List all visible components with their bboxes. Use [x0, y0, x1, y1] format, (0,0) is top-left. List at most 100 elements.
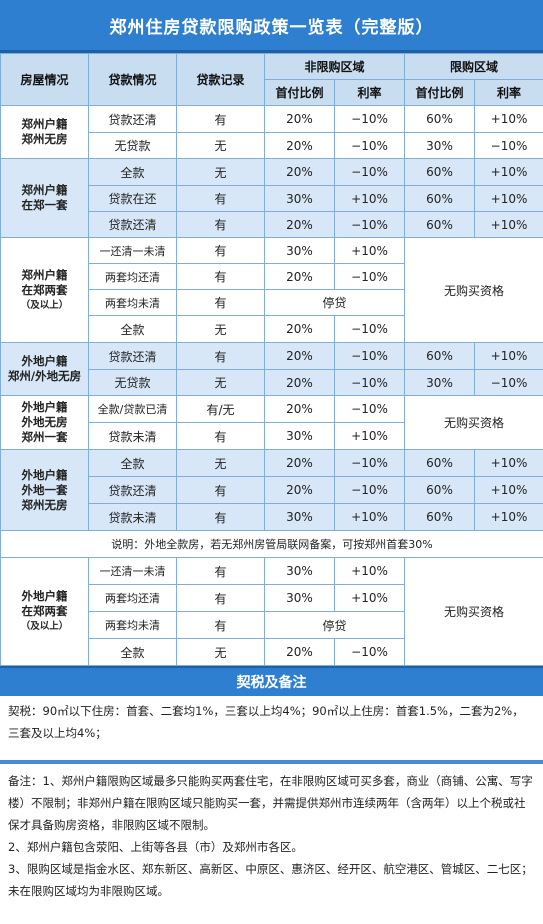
cell-record: 无: [176, 132, 265, 159]
cell-loan: 两套均未清: [88, 611, 177, 639]
cell-down: 30%: [264, 185, 335, 212]
cell-down: 20%: [264, 158, 335, 186]
cell-loan: 无贷款: [88, 132, 177, 159]
cell-rate: −10%: [333, 342, 406, 370]
cell-rate: −10%: [333, 476, 406, 504]
cell-loan: 全款/贷款已清: [88, 395, 177, 423]
cell-record: 有: [176, 342, 265, 370]
cell-down-limited: 60%: [404, 503, 476, 531]
cell-record: 有: [176, 289, 265, 316]
cell-down: 20%: [264, 263, 335, 290]
group-4-label: 外地户籍 郑州/外地无房: [0, 342, 89, 396]
cell-rate: −10%: [333, 132, 406, 159]
cell-loan: 贷款还清: [88, 342, 177, 370]
cell-down-limited: 60%: [404, 342, 476, 370]
cell-down-limited: 60%: [404, 185, 476, 212]
header-down-1: 首付比例: [264, 79, 335, 106]
cell-loan: 一还清一未清: [88, 237, 177, 264]
cell-rate-limited: +10%: [474, 449, 543, 477]
cell-rate: +10%: [333, 584, 406, 612]
cell-record: 有: [176, 557, 265, 585]
cell-rate-limited: −10%: [474, 132, 543, 159]
cell-rate: −10%: [333, 638, 406, 666]
cell-down: 20%: [264, 449, 335, 477]
cell-loan: 贷款还清: [88, 211, 177, 238]
cell-rate-limited: +10%: [474, 503, 543, 531]
cell-loan: 全款: [88, 158, 177, 186]
group-3-label: 郑州户籍 在郑两套: [21, 267, 68, 297]
group-3-sublabel: （及以上）: [20, 299, 69, 311]
cell-down-limited: 30%: [404, 132, 476, 159]
cell-down: 30%: [264, 422, 335, 450]
cell-rate-limited: +10%: [474, 476, 543, 504]
header-house: 房屋情况: [0, 53, 89, 106]
cell-down-limited: 60%: [404, 105, 476, 133]
cell-down-limited: 30%: [404, 369, 476, 396]
cell-loan: 全款: [88, 315, 177, 343]
group-7-label: 外地户籍 在郑两套: [21, 589, 68, 618]
cell-loan: 两套均未清: [88, 289, 177, 316]
group-2-label: 郑州户籍 在郑一套: [0, 158, 89, 238]
cell-down: 20%: [264, 369, 335, 396]
cell-loan: 无贷款: [88, 369, 177, 396]
no-qualification: 无购买资格: [404, 557, 543, 666]
cell-record: 无: [176, 158, 265, 186]
cell-record: 无: [176, 638, 265, 666]
cell-rate-limited: +10%: [474, 185, 543, 212]
cell-rate: +10%: [333, 503, 406, 531]
group-1-label: 郑州户籍 郑州无房: [0, 105, 89, 159]
cell-rate-limited: +10%: [474, 211, 543, 238]
note-1: 备注：1、郑州户籍限购区域最多只能购买两套住宅，在非限购区域可买多套，商业（商铺…: [8, 774, 533, 832]
cell-record: 无: [176, 449, 265, 477]
cell-rate: −10%: [333, 315, 406, 343]
header-rate-1: 利率: [333, 79, 406, 106]
group-5-label: 外地户籍 外地无房 郑州一套: [0, 395, 89, 450]
group-6-label: 外地户籍 外地一套 郑州无房: [0, 449, 89, 531]
cell-loan: 贷款还清: [88, 105, 177, 133]
cell-loan: 两套均还清: [88, 584, 177, 612]
section-title: 契税及备注: [0, 666, 543, 696]
cell-rate-limited: +10%: [474, 105, 543, 133]
cell-down-limited: 60%: [404, 476, 476, 504]
cell-record: 有: [176, 263, 265, 290]
tax-text: 契税：90㎡以下住房：首套、二套均1%，三套以上均4%；90㎡以上住房：首套1.…: [0, 696, 543, 764]
explanation-note: 说明：外地全款房，若无郑州房管局联网备案，可按郑州首套30%: [0, 530, 543, 558]
header-loan: 贷款情况: [88, 53, 177, 106]
cell-down-limited: 60%: [404, 449, 476, 477]
cell-record: 无: [176, 369, 265, 396]
header-limited: 限购区域: [404, 53, 543, 80]
cell-down: 20%: [264, 105, 335, 133]
no-qualification: 无购买资格: [404, 237, 543, 343]
cell-record: 有: [176, 211, 265, 238]
cell-down: 30%: [264, 237, 335, 264]
cell-rate: +10%: [333, 237, 406, 264]
notes: 备注：1、郑州户籍限购区域最多只能购买两套住宅，在非限购区域可买多套，商业（商铺…: [0, 764, 543, 902]
cell-rate: +10%: [333, 185, 406, 212]
cell-rate: −10%: [333, 263, 406, 290]
cell-record: 有: [176, 105, 265, 133]
note-3: 3、限购区域是指金水区、郑东新区、高新区、中原区、惠济区、经开区、航空港区、管城…: [8, 862, 533, 898]
cell-down: 20%: [264, 211, 335, 238]
group-3-cell: 郑州户籍 在郑两套 （及以上）: [0, 237, 89, 343]
cell-rate-limited: +10%: [474, 158, 543, 186]
cell-record: 有: [176, 476, 265, 504]
cell-rate-limited: −10%: [474, 369, 543, 396]
cell-rate: −10%: [333, 211, 406, 238]
cell-rate: −10%: [333, 158, 406, 186]
cell-down: 20%: [264, 315, 335, 343]
cell-down: 30%: [264, 557, 335, 585]
cell-stop-loan: 停贷: [263, 611, 406, 639]
cell-down: 20%: [264, 638, 335, 666]
cell-loan: 全款: [88, 638, 177, 666]
no-qualification: 无购买资格: [404, 395, 543, 450]
cell-down: 20%: [264, 395, 335, 423]
policy-table: 房屋情况 贷款情况 贷款记录 非限购区域 限购区域 首付比例 利率 首付比例 利…: [0, 53, 543, 666]
cell-loan: 贷款还清: [88, 476, 177, 504]
cell-down-limited: 60%: [404, 211, 476, 238]
cell-record: 有/无: [176, 395, 265, 423]
group-7-cell: 外地户籍 在郑两套 （及以上）: [0, 557, 89, 666]
cell-stop-loan: 停贷: [263, 289, 406, 316]
cell-loan: 贷款未清: [88, 503, 177, 531]
cell-down-limited: 60%: [404, 158, 476, 186]
header-down-2: 首付比例: [404, 79, 476, 106]
